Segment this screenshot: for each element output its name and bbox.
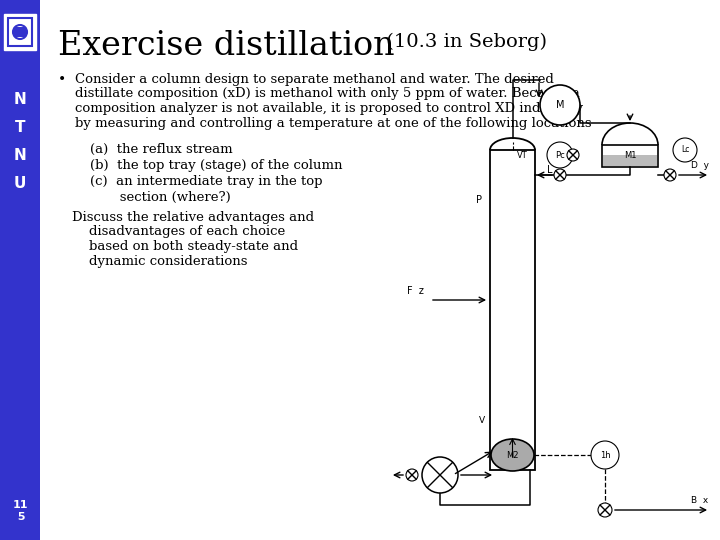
Text: section (where?): section (where?) xyxy=(90,191,230,204)
Circle shape xyxy=(554,169,566,181)
Text: (a)  the reflux stream: (a) the reflux stream xyxy=(90,143,233,156)
Circle shape xyxy=(406,469,418,481)
Text: by measuring and controlling a temperature at one of the following locations: by measuring and controlling a temperatu… xyxy=(75,117,592,130)
Text: VT: VT xyxy=(517,151,528,159)
Text: L: L xyxy=(547,165,553,175)
Circle shape xyxy=(422,457,458,493)
Circle shape xyxy=(540,85,580,125)
Text: Lc: Lc xyxy=(681,145,689,154)
Text: (10.3 in Seborg): (10.3 in Seborg) xyxy=(380,33,547,51)
Text: N: N xyxy=(14,92,27,107)
Bar xyxy=(490,150,535,470)
Text: •: • xyxy=(58,73,66,87)
Text: M1: M1 xyxy=(624,152,636,160)
Text: M: M xyxy=(556,100,564,110)
Text: U: U xyxy=(14,177,26,192)
Text: (b)  the top tray (stage) of the column: (b) the top tray (stage) of the column xyxy=(90,159,343,172)
Bar xyxy=(602,145,658,167)
Text: (c)  an intermediate tray in the top: (c) an intermediate tray in the top xyxy=(90,175,323,188)
Circle shape xyxy=(664,169,676,181)
Text: D  y: D y xyxy=(691,161,709,170)
Text: B  x: B x xyxy=(691,496,708,505)
Text: Exercise distillation: Exercise distillation xyxy=(58,30,395,62)
Text: V: V xyxy=(479,416,485,425)
Text: Discuss the relative advantages and: Discuss the relative advantages and xyxy=(72,211,314,224)
Text: based on both steady-state and: based on both steady-state and xyxy=(72,240,298,253)
Text: M2: M2 xyxy=(506,450,518,460)
Circle shape xyxy=(673,138,697,162)
Bar xyxy=(0,0,40,540)
Circle shape xyxy=(13,25,27,39)
Text: composition analyzer is not available, it is proposed to control XD indirectly: composition analyzer is not available, i… xyxy=(75,102,583,115)
Text: distillate composition (xD) is methanol with only 5 ppm of water. Because a: distillate composition (xD) is methanol … xyxy=(75,87,580,100)
Text: dynamic considerations: dynamic considerations xyxy=(72,254,248,267)
Circle shape xyxy=(591,441,619,469)
Circle shape xyxy=(598,503,612,517)
Bar xyxy=(14,27,26,37)
Circle shape xyxy=(547,142,573,168)
Text: T: T xyxy=(14,120,25,136)
Text: N: N xyxy=(14,148,27,164)
Bar xyxy=(8,18,32,46)
Text: F  z: F z xyxy=(407,286,423,296)
Text: 11
 5: 11 5 xyxy=(12,501,28,522)
Circle shape xyxy=(567,149,579,161)
Text: Pc: Pc xyxy=(555,151,565,159)
Text: P: P xyxy=(476,195,482,205)
Text: Consider a column design to separate methanol and water. The desired: Consider a column design to separate met… xyxy=(75,73,554,86)
Bar xyxy=(603,155,657,166)
Bar xyxy=(4,14,36,50)
Text: disadvantages of each choice: disadvantages of each choice xyxy=(72,226,285,239)
Text: 1h: 1h xyxy=(600,450,611,460)
Ellipse shape xyxy=(491,439,534,471)
